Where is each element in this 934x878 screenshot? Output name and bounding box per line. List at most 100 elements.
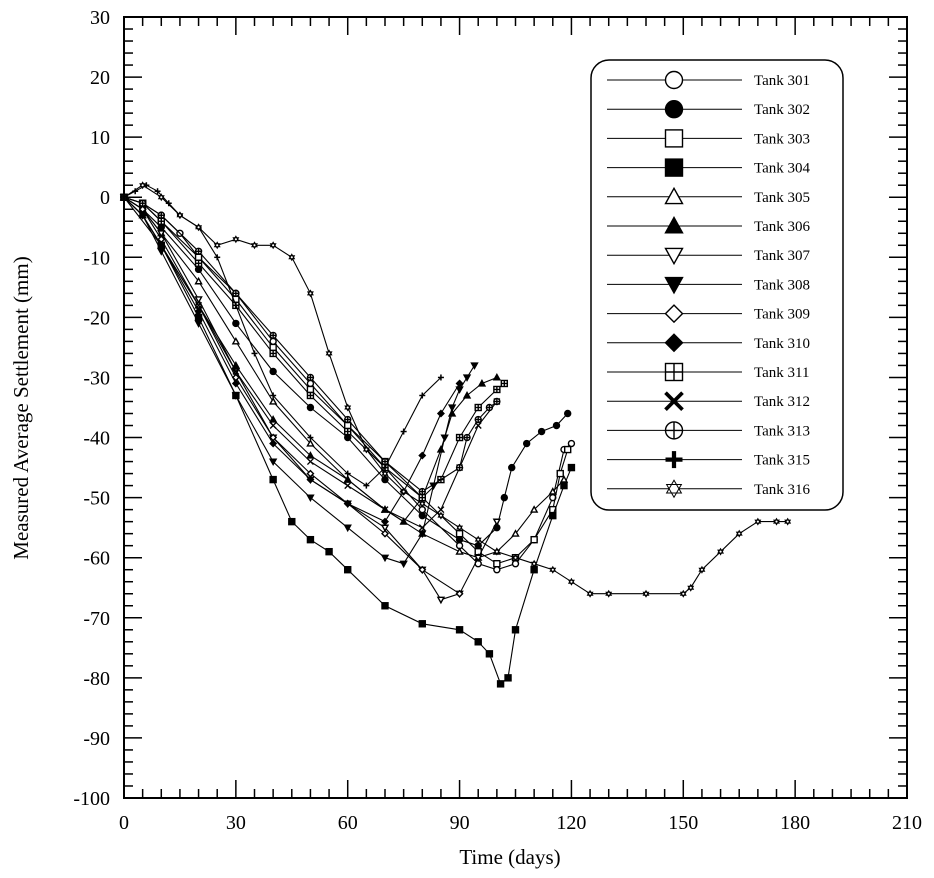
data-point-mark	[665, 484, 683, 499]
data-point	[418, 620, 426, 628]
legend-label: Tank 307	[754, 248, 811, 264]
tick-labels: 0 30 60 90 120 150 180 210 30 20 10 0 -10 -20 -30 -40 -5…	[73, 7, 922, 834]
data-point	[664, 99, 684, 119]
data-point	[194, 253, 203, 262]
data-point	[664, 304, 684, 324]
data-point-mark	[325, 351, 333, 358]
data-point	[664, 186, 684, 205]
series-line	[123, 184, 788, 595]
data-point	[664, 216, 684, 234]
legend-label: Tank 310	[754, 336, 810, 352]
data-point	[436, 445, 446, 453]
data-point	[306, 403, 315, 412]
data-point	[529, 505, 539, 513]
data-point	[564, 409, 572, 418]
y-tick-label: -70	[83, 608, 110, 630]
data-point	[306, 385, 315, 394]
legend-item: Tank 313	[607, 421, 810, 440]
data-point-mark	[512, 555, 519, 562]
data-point	[306, 451, 315, 459]
legend-item: Tank 301	[607, 70, 810, 90]
legend-item: Tank 315	[607, 451, 810, 469]
data-point	[664, 247, 684, 266]
data-point	[381, 602, 389, 610]
series-tank-316	[120, 181, 792, 598]
legend-label: Tank 312	[754, 394, 810, 410]
legend-label: Tank 303	[754, 131, 810, 147]
data-point-mark	[698, 567, 706, 574]
data-point	[325, 547, 333, 556]
series-tank-313	[120, 193, 501, 496]
data-point	[344, 421, 352, 430]
legend-label: Tank 304	[754, 161, 811, 177]
legend-box	[590, 59, 844, 511]
y-tick-label: 10	[90, 127, 110, 149]
data-point-mark	[251, 243, 258, 250]
legend-item: Tank 309	[607, 304, 810, 324]
data-point	[470, 362, 479, 370]
data-point	[537, 427, 546, 436]
data-point-mark	[586, 591, 594, 598]
series-tank-311	[120, 193, 509, 502]
data-point-mark	[474, 422, 482, 429]
data-point	[418, 511, 426, 520]
data-point-mark	[642, 591, 650, 598]
data-point	[511, 529, 520, 537]
plot-area	[123, 16, 908, 799]
legend-item: Tank 305	[607, 186, 810, 206]
data-point-mark	[773, 519, 780, 526]
data-point	[477, 379, 487, 387]
data-point	[664, 129, 684, 148]
y-tick-label: 30	[90, 7, 110, 29]
data-point	[493, 566, 501, 574]
data-point-mark	[213, 243, 221, 250]
data-point-mark	[493, 549, 501, 556]
legend-label: Tank 315	[754, 453, 810, 469]
y-tick-label: -80	[83, 668, 110, 690]
data-point	[440, 434, 449, 442]
data-point	[288, 517, 296, 526]
series-tank-305	[119, 192, 569, 561]
legend-label: Tank 302	[754, 102, 810, 118]
data-point	[231, 379, 240, 388]
data-point	[549, 511, 557, 520]
data-point	[455, 589, 464, 598]
data-point-mark	[567, 579, 575, 586]
legend-item: Tank 312	[607, 391, 810, 412]
legend-item: Tank 311	[607, 362, 809, 382]
data-point-mark	[687, 585, 695, 592]
data-point	[665, 479, 683, 494]
data-point-mark	[306, 291, 314, 298]
data-point	[504, 674, 512, 682]
data-point	[511, 626, 520, 634]
data-point-mark	[139, 211, 147, 219]
data-point	[268, 458, 278, 467]
legend-item: Tank 307	[607, 247, 811, 266]
legend-label: Tank 313	[754, 423, 810, 439]
data-point-mark	[474, 537, 482, 544]
axis-ticks	[123, 16, 908, 799]
x-tick-label: 180	[780, 812, 810, 834]
data-point	[455, 626, 464, 634]
legend-label: Tank 316	[754, 482, 811, 498]
data-point	[530, 535, 538, 544]
x-tick-label: 90	[450, 812, 470, 834]
data-point	[306, 475, 315, 484]
data-point	[500, 493, 509, 502]
legend-item: Tank 310	[607, 333, 810, 353]
data-point	[194, 265, 203, 274]
data-point	[492, 373, 502, 381]
data-point-mark	[605, 591, 613, 598]
data-point	[194, 320, 203, 328]
data-point-mark	[362, 447, 370, 454]
x-axis-title: Time (days)	[459, 845, 560, 869]
data-point-mark	[437, 506, 445, 514]
data-point-mark	[157, 195, 165, 202]
data-point-mark	[306, 458, 314, 466]
data-point	[664, 333, 684, 353]
x-tick-label: 0	[119, 812, 129, 834]
data-point	[485, 650, 494, 658]
series-line	[123, 184, 442, 487]
data-point	[447, 404, 457, 412]
data-point	[268, 397, 278, 405]
